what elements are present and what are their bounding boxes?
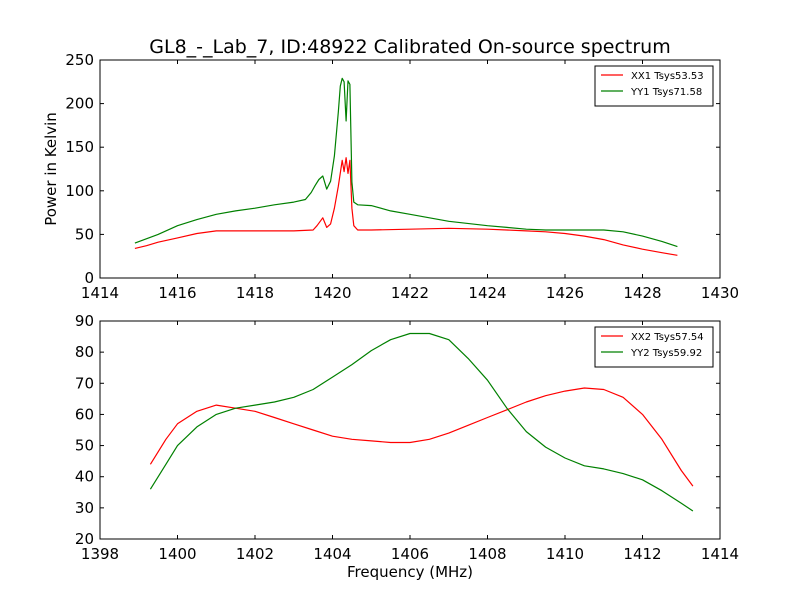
x-tick-label: 1400 xyxy=(158,545,196,563)
y-tick-label: 40 xyxy=(75,468,94,486)
x-tick-label: 1402 xyxy=(236,545,274,563)
y-tick-label: 200 xyxy=(65,95,94,113)
x-tick-label: 1420 xyxy=(313,284,351,302)
y-tick-label: 150 xyxy=(65,138,94,156)
y-tick-label: 250 xyxy=(65,51,94,69)
y-tick-label: 70 xyxy=(75,374,94,392)
y-tick-label: 0 xyxy=(84,269,94,287)
x-tick-label: 1410 xyxy=(546,545,584,563)
x-tick-label: 1418 xyxy=(236,284,274,302)
legend-box xyxy=(594,326,714,368)
x-tick-label: 1422 xyxy=(391,284,429,302)
series-line-2 xyxy=(149,332,694,512)
y-axis-label: Power in Kelvin xyxy=(42,112,60,226)
y-tick-label: 90 xyxy=(75,312,94,330)
y-tick-label: 30 xyxy=(75,499,94,517)
figure-title: GL8_-_Lab_7, ID:48922 Calibrated On-sour… xyxy=(149,36,670,58)
y-tick-label: 100 xyxy=(65,182,94,200)
bottom-chart: 1398 1400 1402 1404 1406 1408 1410 1412 1414 20 30… xyxy=(75,312,739,581)
legend-box xyxy=(594,65,714,107)
y-tick-label: 60 xyxy=(75,405,94,423)
x-tick-label: 1412 xyxy=(623,545,661,563)
x-tick-label: 1414 xyxy=(701,545,739,563)
legend-label: XX2 Tsys57.54 xyxy=(631,332,704,343)
x-tick-label: 1404 xyxy=(313,545,351,563)
x-tick-label: 1414 xyxy=(81,284,119,302)
x-tick-label: 1408 xyxy=(468,545,506,563)
y-tick-label: 80 xyxy=(75,343,94,361)
legend-label: YY1 Tsys71.58 xyxy=(630,87,702,98)
x-tick-label: 1416 xyxy=(158,284,196,302)
x-tick-label: 1398 xyxy=(81,545,119,563)
x-axis-label: Frequency (MHz) xyxy=(347,563,473,581)
y-tick-label: 50 xyxy=(75,225,94,243)
series-line-1 xyxy=(149,387,694,487)
x-tick-label: 1430 xyxy=(701,284,739,302)
x-tick-label: 1428 xyxy=(623,284,661,302)
legend-label: XX1 Tsys53.53 xyxy=(631,71,704,82)
y-tick-label: 20 xyxy=(75,530,94,548)
x-tick-label: 1406 xyxy=(391,545,429,563)
x-tick-label: 1424 xyxy=(468,284,506,302)
legend-label: YY2 Tsys59.92 xyxy=(630,348,702,359)
x-tick-label: 1426 xyxy=(546,284,584,302)
y-tick-label: 50 xyxy=(75,437,94,455)
series-line-2 xyxy=(134,77,678,248)
series-line-1 xyxy=(134,157,678,256)
top-chart: 1414 1416 1418 1420 1422 1424 1426 1428 1430 0 50 1… xyxy=(42,51,739,302)
